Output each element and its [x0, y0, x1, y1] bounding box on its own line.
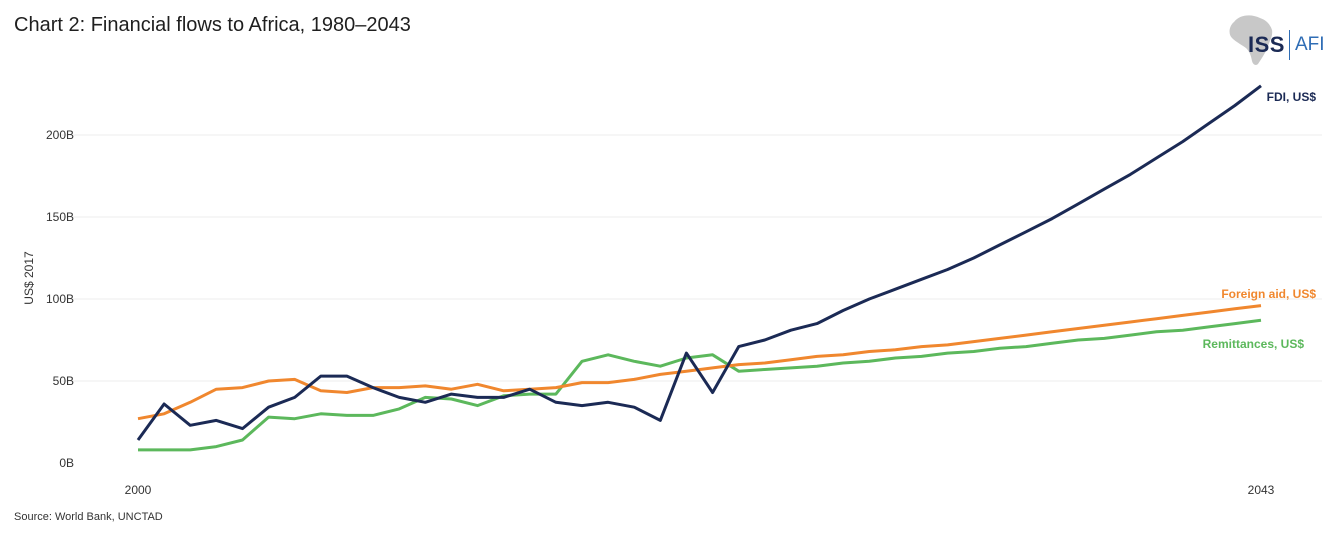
- series-line-remittances: [138, 318, 1262, 452]
- series-label-fdi: FDI, US$: [1267, 90, 1317, 104]
- series-label-remittances: Remittances, US$: [1203, 337, 1305, 351]
- y-tick-label: 200B: [46, 128, 74, 142]
- y-tick-label: 150B: [46, 210, 74, 224]
- iss-afi-logo: ISS AFI: [1226, 12, 1325, 68]
- x-axis-ticks: 2000 2043: [125, 483, 1275, 497]
- logo-divider: [1289, 30, 1290, 60]
- series-label-aid: Foreign aid, US$: [1221, 287, 1316, 301]
- series-line-fdi: [136, 84, 1262, 441]
- y-tick-label: 0B: [59, 456, 74, 470]
- y-tick-label: 50B: [53, 374, 74, 388]
- y-axis-label: US$ 2017: [22, 251, 36, 305]
- logo-iss-text: ISS: [1248, 32, 1285, 57]
- y-axis-ticks: 0B 50B 100B 150B 200B: [46, 128, 74, 470]
- x-tick-label: 2043: [1248, 483, 1275, 497]
- series-lines: [136, 84, 1262, 452]
- source-note: Source: World Bank, UNCTAD: [14, 511, 163, 523]
- x-tick-label: 2000: [125, 483, 152, 497]
- gridlines: [60, 134, 1322, 382]
- y-tick-label: 100B: [46, 292, 74, 306]
- series-line-aid: [137, 304, 1262, 421]
- chart-title: Chart 2: Financial flows to Africa, 1980…: [14, 14, 411, 36]
- series-labels: Remittances, US$ Foreign aid, US$ FDI, US$: [1203, 90, 1317, 351]
- logo-afi-text: AFI: [1295, 34, 1325, 55]
- africa-map-icon: [1229, 15, 1273, 66]
